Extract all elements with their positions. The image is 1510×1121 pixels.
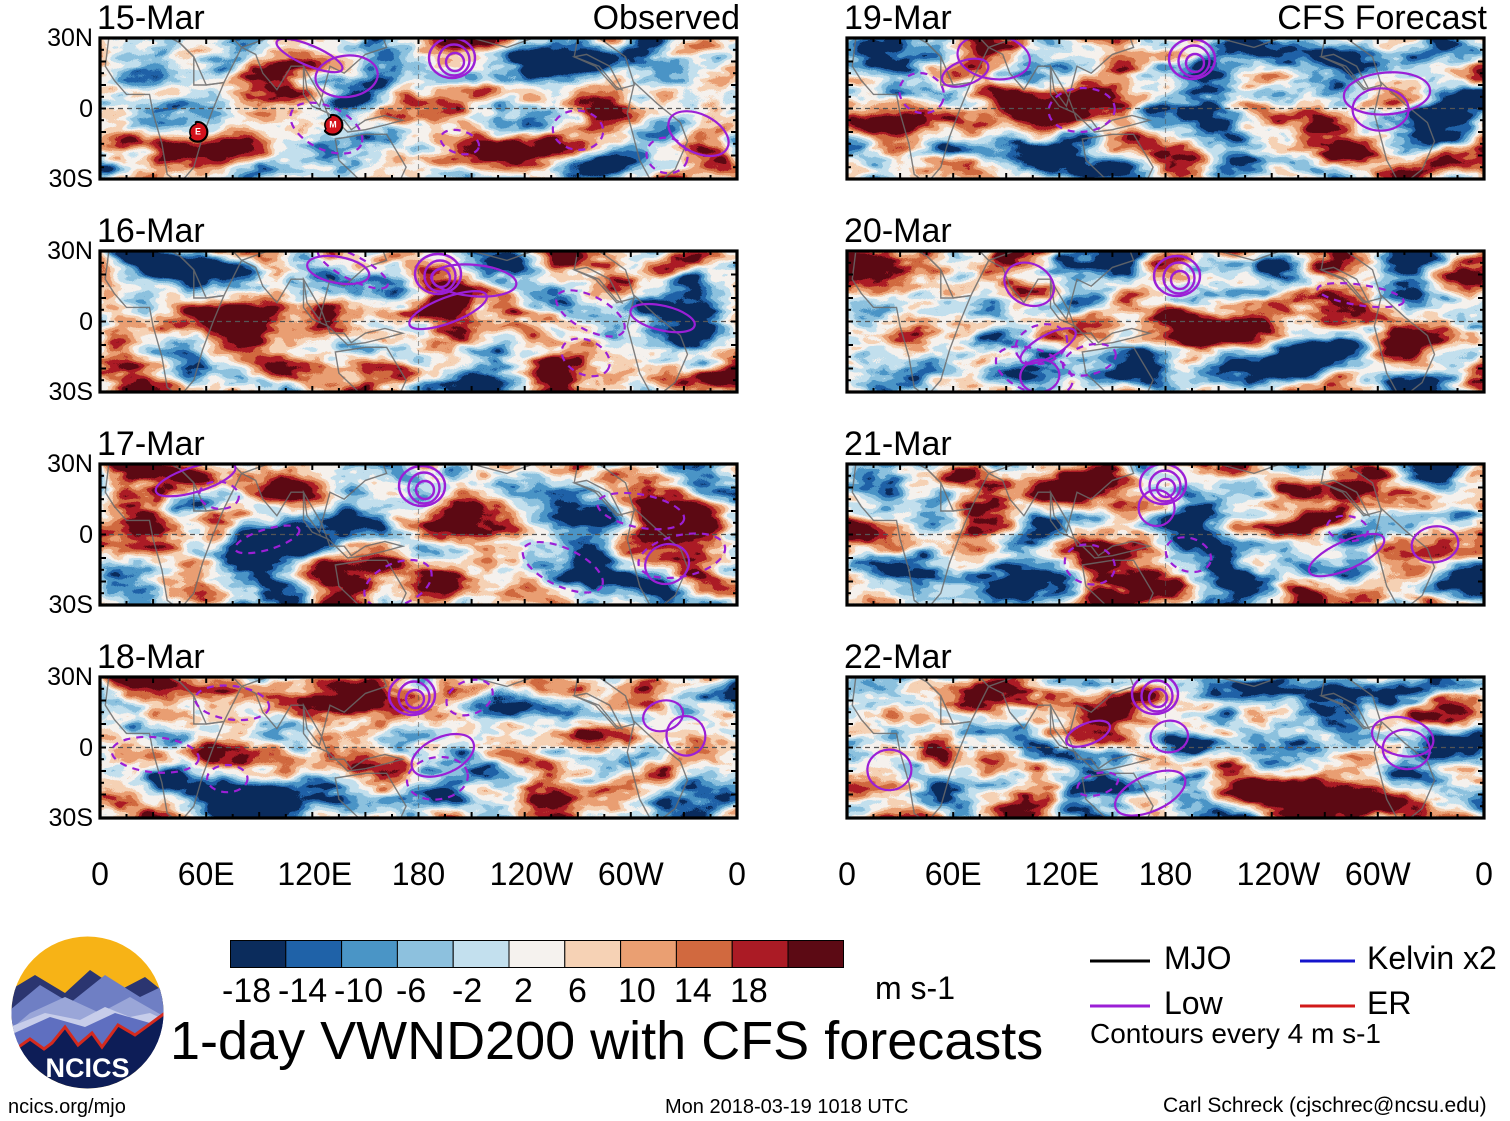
svg-text:E: E: [195, 127, 201, 137]
svg-text:M: M: [329, 120, 336, 130]
svg-text:NCICS: NCICS: [45, 1053, 129, 1083]
